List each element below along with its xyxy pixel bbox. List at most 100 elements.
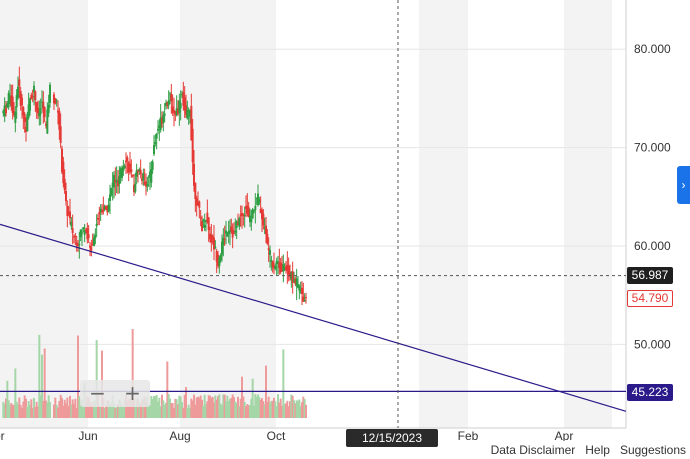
volume-bar [30,399,33,418]
grid-lines [0,0,627,429]
candle-body [101,211,103,213]
volume-bar [163,404,166,418]
candle-body [81,232,83,234]
y-tick-label: 60.000 [634,239,671,253]
volume-bar [211,396,214,418]
chevron-right-icon[interactable]: › [677,166,690,204]
volume-bar [86,396,89,418]
candle-body [134,183,137,192]
volume-bar [219,403,222,418]
volume-bar [15,401,18,418]
data-disclaimer-link[interactable]: Data Disclaimer [490,443,576,457]
volume-bar [209,395,211,418]
volume-bar [205,404,207,418]
candle-body [130,169,133,173]
volume-bar [250,398,253,418]
candle-body [170,93,173,102]
volume-bar [89,401,91,418]
volume-bar [26,406,29,418]
candle-body [34,91,37,101]
volume-bar [91,401,94,418]
volume-bar [189,407,191,418]
volume-bar [273,397,275,418]
volume-bar [58,401,61,418]
volume-bar [135,398,138,418]
volume-bar [161,394,163,418]
candle-body [293,280,295,282]
volume-bar [25,398,27,418]
candle-body [275,260,278,264]
volume-bar [294,403,297,418]
candle-body [103,205,106,210]
candle-body [155,134,158,139]
candle-body [11,96,14,113]
candle-body [118,176,121,184]
volume-bar [181,402,183,418]
volume-bar [263,404,266,418]
volume-bar [93,401,95,418]
candle-body [93,237,95,247]
volume-bar [299,406,302,418]
volume-bar [29,404,31,418]
candle-body [182,92,185,106]
candle-body [266,233,269,244]
volume-bar [23,395,26,418]
volume-bar [207,395,210,418]
volume-bar [39,395,42,418]
candle-body [33,85,35,93]
volume-bar [277,394,279,418]
volume-bar [258,397,261,418]
candle-body [2,110,5,114]
volume-bar [245,406,247,418]
volume-bar [143,396,146,418]
volume-bar [78,396,81,418]
candle-body [267,248,270,251]
volume-bar [233,397,235,418]
volume-bar [137,398,139,418]
candle-body [219,254,222,261]
volume-bar [177,404,179,418]
candle-body [133,184,135,193]
candle-body [149,171,151,178]
volume-bar [217,396,219,418]
candle-body [167,100,170,106]
volume-bar [269,402,271,418]
candle-body [146,184,149,186]
y-tick-label: 50.000 [634,337,671,351]
volume-bar [3,404,6,418]
candle-body [174,112,177,115]
volume-bar [281,405,283,418]
candle-body [277,261,279,264]
candle-body [153,144,155,155]
volume-bar [139,403,142,418]
volume-bar [237,396,239,418]
zoom-out-button[interactable]: − [89,381,106,405]
help-link[interactable]: Help [585,443,610,457]
trendline [0,223,627,412]
x-tick-label: Apr [555,429,574,443]
candle-body [15,95,18,108]
volume-bar [214,395,217,418]
drawn-lines [0,0,627,428]
candle-body [66,205,69,216]
candle-body [54,98,57,104]
candle-body [191,128,194,163]
candle-body [154,141,157,145]
candle-body [62,161,65,184]
candle-body [39,108,42,115]
suggestions-link[interactable]: Suggestions [619,443,686,457]
volume-bar [274,401,277,418]
volume-bar [218,394,221,418]
candle-body [35,102,38,111]
zoom-in-button[interactable]: + [124,381,141,405]
volume-bar [98,405,101,418]
volume-bar [142,398,145,418]
candle-body [233,233,235,235]
candle-body [234,230,237,233]
volume-bar [43,348,46,418]
candle-body [115,179,118,183]
candle-body [111,182,114,188]
candle-body [283,268,286,270]
volume-bar [33,397,35,418]
